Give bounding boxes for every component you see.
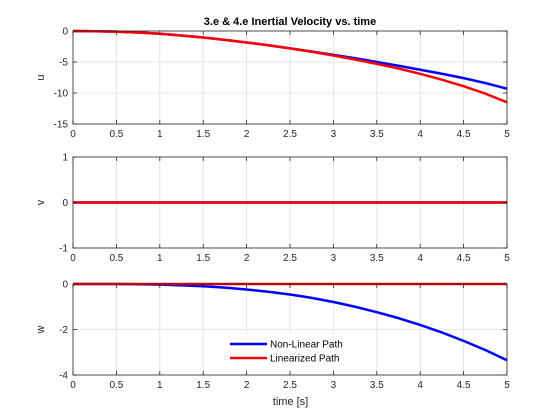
x-tick-label: 2.5: [283, 380, 297, 391]
x-tick-label: 1: [157, 253, 163, 264]
x-tick-label: 0.5: [109, 380, 123, 391]
y-tick-label: -15: [54, 120, 69, 131]
x-tick-label: 4.5: [457, 253, 471, 264]
x-tick-label: 1.5: [196, 253, 210, 264]
x-tick-label: 3.5: [370, 253, 384, 264]
x-tick-label: 0: [70, 380, 76, 391]
x-tick-label: 1: [157, 380, 163, 391]
subplot-3: 0 0.5 1 1.5 2 2.5 3 3.5 4 4.5 5 -4 -2 0 w: [35, 280, 510, 392]
x-tick-label: 2: [244, 380, 250, 391]
y-tick-label: -4: [59, 371, 68, 382]
y-tick-label: -1: [59, 244, 68, 255]
legend-box: [224, 333, 367, 369]
x-tick-label: 4.5: [457, 380, 471, 391]
x-tick-label: 2: [244, 129, 250, 140]
x-tick-label: 4: [417, 129, 423, 140]
y-tick-label: 1: [62, 153, 68, 164]
legend: Non-Linear Path Linearized Path: [224, 333, 367, 369]
y-tick-label: -5: [59, 58, 68, 69]
x-tick-label: 1.5: [196, 380, 210, 391]
x-tick-label: 2.5: [283, 129, 297, 140]
x-tick-label: 0: [70, 129, 76, 140]
y-tick-label: 0: [62, 198, 68, 209]
legend-label: Non-Linear Path: [270, 340, 343, 351]
x-tick-label: 0.5: [109, 129, 123, 140]
x-tick-label: 3: [331, 129, 337, 140]
x-tick-label: 5: [504, 129, 510, 140]
y-tick-label: 0: [62, 280, 68, 291]
x-tick-label: 5: [504, 253, 510, 264]
x-tick-label: 0.5: [109, 253, 123, 264]
x-tick-label: 4: [417, 380, 423, 391]
x-tick-label: 3: [331, 380, 337, 391]
x-tick-label: 1.5: [196, 129, 210, 140]
x-tick-label: 3.5: [370, 380, 384, 391]
x-tick-label: 2: [244, 253, 250, 264]
x-tick-label: 4.5: [457, 129, 471, 140]
y-tick-label: -10: [54, 89, 69, 100]
x-tick-label: 5: [504, 380, 510, 391]
x-tick-label: 0: [70, 253, 76, 264]
y-axis-label: v: [35, 199, 47, 205]
subplot-1: 0 0.5 1 1.5 2 2.5 3 3.5 4 4.5 5 -15 -10 -5 0 u 3.e & 4.e…: [35, 16, 510, 140]
x-tick-label: 2.5: [283, 253, 297, 264]
legend-label: Linearized Path: [270, 354, 340, 365]
x-tick-label: 3: [331, 253, 337, 264]
chart-title: 3.e & 4.e Inertial Velocity vs. time: [204, 16, 376, 28]
x-axis-label: time [s]: [273, 396, 308, 408]
y-tick-label: -2: [59, 325, 68, 336]
x-tick-label: 1: [157, 129, 163, 140]
x-tick-label: 4: [417, 253, 423, 264]
y-axis-label: w: [35, 325, 47, 334]
y-tick-label: 0: [62, 27, 68, 38]
y-axis-label: u: [35, 74, 47, 80]
series-line-linearized: [72, 29, 508, 104]
x-tick-label: 3.5: [370, 129, 384, 140]
